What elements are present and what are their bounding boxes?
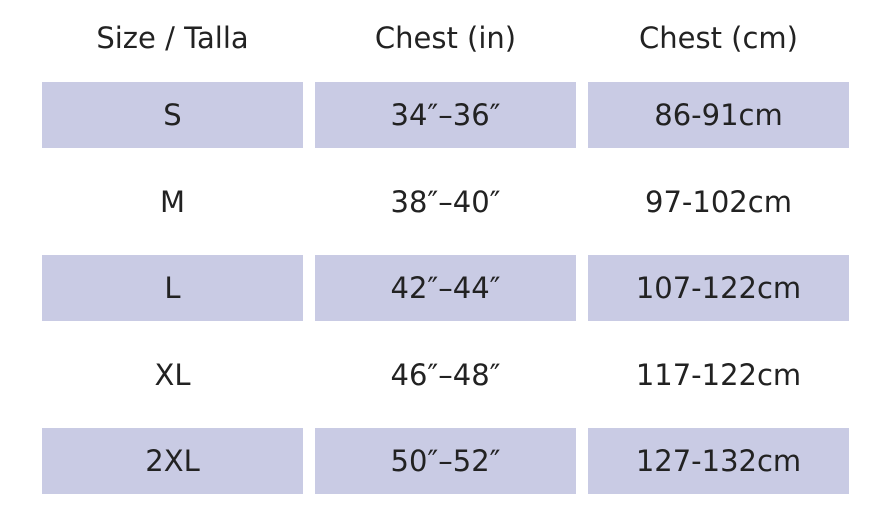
table-cell: XL (154, 357, 191, 392)
table-cell: 2XL (42, 428, 303, 495)
table-cell: 46″–48″ (390, 357, 501, 392)
table-cell: M (159, 184, 186, 219)
column-header: Chest (cm) (639, 21, 798, 55)
table-cell: 42″–44″ (315, 255, 576, 322)
table-cell: 34″–36″ (315, 82, 576, 148)
table-cell: S (42, 82, 303, 148)
table-cell: 117-122cm (635, 357, 802, 392)
table-cell: 97-102cm (645, 184, 792, 219)
table-cell: 107-122cm (588, 255, 849, 322)
column-header: Chest (in) (374, 21, 517, 55)
table-cell: 127-132cm (588, 428, 849, 495)
table-cell: 50″–52″ (315, 428, 576, 495)
column-header: Size / Talla (96, 21, 249, 55)
table-cell: L (42, 255, 303, 322)
table-cell: 86-91cm (588, 82, 849, 148)
table-cell: 38″–40″ (390, 184, 501, 219)
